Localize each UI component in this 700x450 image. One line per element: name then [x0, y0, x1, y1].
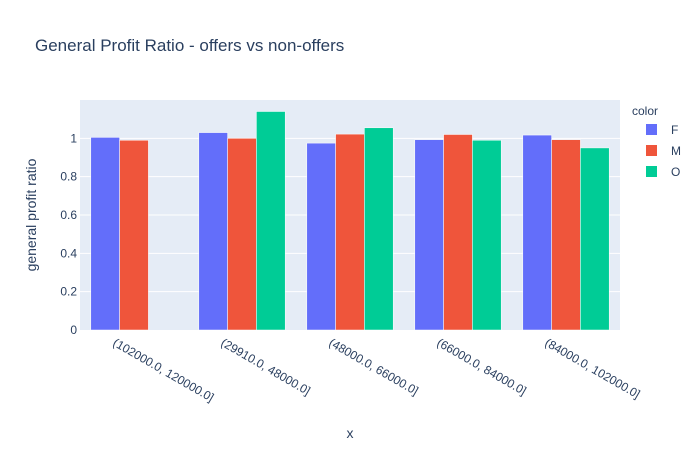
legend-title: color: [632, 104, 658, 118]
y-tick-labels: 0 0.2 0.4 0.6 0.8 1: [60, 131, 77, 337]
bar-O-3: [472, 140, 502, 331]
bar-M-1: [227, 138, 257, 331]
bar-F-0: [90, 137, 120, 331]
bars: [90, 111, 610, 331]
y-tick-label: 0.4: [60, 246, 77, 260]
legend-swatch-M: [646, 145, 657, 156]
bar-O-2: [364, 127, 394, 331]
y-tick-label: 0.6: [60, 208, 77, 222]
chart-title: General Profit Ratio - offers vs non-off…: [35, 36, 344, 55]
bar-M-0: [119, 140, 149, 331]
legend: color FMO: [632, 104, 681, 179]
bar-M-2: [335, 133, 365, 331]
y-tick-label: 1: [70, 131, 77, 145]
bar-F-4: [522, 134, 552, 331]
legend-label-M: M: [671, 144, 681, 158]
y-tick-label: 0.8: [60, 170, 77, 184]
legend-label-F: F: [671, 123, 678, 137]
y-tick-label: 0: [70, 323, 77, 337]
bar-F-1: [198, 132, 228, 331]
legend-swatch-F: [646, 124, 657, 135]
bar-F-3: [414, 139, 444, 331]
legend-swatch-O: [646, 166, 657, 177]
bar-F-2: [306, 142, 336, 331]
y-tick-label: 0.2: [60, 285, 77, 299]
y-axis-title: general profit ratio: [23, 158, 39, 271]
bar-O-4: [580, 147, 610, 331]
legend-label-O: O: [671, 165, 680, 179]
x-axis-title: x: [347, 425, 354, 441]
bar-M-3: [443, 134, 473, 331]
bar-O-1: [256, 111, 286, 331]
bar-M-4: [551, 139, 581, 331]
